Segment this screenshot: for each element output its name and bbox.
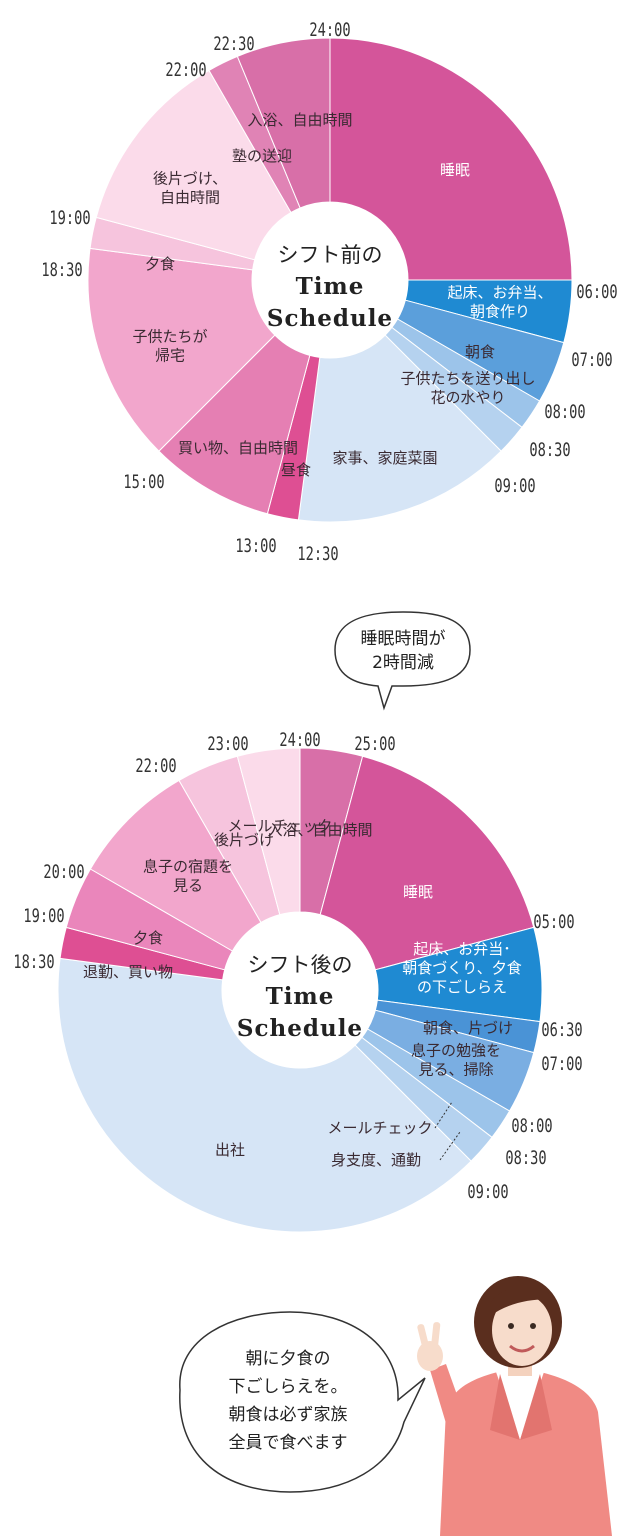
time-label: 13:00 — [235, 535, 276, 557]
comment-section: 朝に夕食の 下ごしらえを。 朝食は必ず家族 全員で食べます — [0, 1260, 630, 1536]
segment-label: 後片づけ、自由時間 — [153, 170, 227, 207]
schedule-before: 睡眠起床、お弁当、朝食作り朝食子供たちを送り出し花の水やり家事、家庭菜園昼食 買い… — [0, 0, 630, 580]
time-label: 18:30 — [41, 259, 82, 281]
time-label: 25:00 — [354, 733, 395, 755]
time-label: 24:00 — [279, 729, 320, 751]
comment-line: 朝に夕食の — [246, 1349, 331, 1369]
time-label: 07:00 — [571, 349, 612, 371]
center-word-time: Time — [296, 273, 365, 300]
segment-label: 睡眠 — [403, 883, 433, 901]
center-word-schedule: Schedule — [237, 1015, 363, 1042]
segment-label: 息子の勉強を見る、掃除 — [411, 1042, 501, 1079]
center-hole — [252, 202, 408, 358]
time-label: 06:30 — [541, 1019, 582, 1041]
speech-bubble-sleep: 睡眠時間が 2時間減 — [334, 611, 471, 711]
time-label: 15:00 — [123, 471, 164, 493]
schedule-after: 睡眠時間が 2時間減 入浴、自由時間睡眠起床、お弁当･朝食づくり、夕食の下ごしら… — [0, 600, 630, 1260]
time-label: 05:00 — [533, 911, 574, 933]
time-label: 22:00 — [165, 59, 206, 81]
time-label: 24:00 — [309, 19, 350, 41]
time-label: 08:00 — [511, 1115, 552, 1137]
segment-label: 身支度、通勤 — [331, 1151, 421, 1169]
segment-label: 塾の送迎 — [232, 147, 292, 165]
schedule-after-donut: 睡眠時間が 2時間減 入浴、自由時間睡眠起床、お弁当･朝食づくり、夕食の下ごしら… — [13, 611, 583, 1233]
bubble-line: 2時間減 — [372, 653, 434, 673]
time-label: 22:00 — [135, 755, 176, 777]
time-label: 07:00 — [541, 1053, 582, 1075]
time-label: 09:00 — [494, 475, 535, 497]
segment-label: 退勤、買い物 — [83, 963, 173, 981]
segment-label: 起床、お弁当･朝食づくり、夕食の下ごしらえ — [402, 940, 521, 996]
segment-label: 夕食 — [133, 929, 163, 947]
center-word-time: Time — [266, 983, 335, 1010]
comment-illustration: 朝に夕食の 下ごしらえを。 朝食は必ず家族 全員で食べます — [179, 1276, 612, 1536]
time-label: 08:30 — [505, 1147, 546, 1169]
center-title: シフト後の — [248, 953, 353, 977]
time-label: 20:00 — [43, 861, 84, 883]
time-label: 09:00 — [467, 1181, 508, 1203]
segment-label: 子供たちが帰宅 — [132, 328, 207, 365]
time-label: 06:00 — [576, 281, 617, 303]
segment-label: 朝食、片づけ — [423, 1019, 513, 1037]
segment-label: 朝食 — [465, 343, 495, 361]
segment-label: 息子の宿題を見る — [143, 858, 233, 895]
time-label: 12:30 — [297, 543, 338, 565]
comment-line: 下ごしらえを。 — [229, 1377, 348, 1397]
segment-label: 家事、家庭菜園 — [332, 449, 437, 467]
segment-label: メールチェック — [227, 817, 332, 835]
time-label: 08:00 — [544, 401, 585, 423]
time-label: 22:30 — [213, 33, 254, 55]
segment-label: 買い物、自由時間 — [178, 439, 298, 457]
segment-label: 子供たちを送り出し花の水やり — [400, 370, 535, 407]
segment-label: メールチェック — [327, 1119, 432, 1137]
center-word-schedule: Schedule — [267, 305, 393, 332]
segment-label: 入浴、自由時間 — [247, 111, 352, 129]
segment-label: 入浴、自由時間 — [267, 821, 372, 839]
leader-line — [439, 1131, 461, 1161]
speech-bubble-comment: 朝に夕食の 下ごしらえを。 朝食は必ず家族 全員で食べます — [179, 1311, 426, 1493]
segment-label: 昼食 — [281, 461, 311, 479]
comment-line: 朝食は必ず家族 — [229, 1405, 348, 1425]
leader-line — [434, 1101, 453, 1129]
comment-line: 全員で食べます — [229, 1433, 348, 1453]
center-title: シフト前の — [278, 243, 383, 267]
segment-label: 睡眠 — [440, 161, 470, 179]
segment-label: 後片づけ — [214, 831, 274, 849]
time-label: 08:30 — [529, 439, 570, 461]
segment-label: 起床、お弁当、朝食作り — [447, 284, 552, 321]
time-label: 19:00 — [23, 905, 64, 927]
bubble-line: 睡眠時間が — [361, 629, 446, 649]
person-photo — [417, 1276, 612, 1536]
time-label: 18:30 — [13, 951, 54, 973]
time-label: 19:00 — [49, 207, 90, 229]
center-hole — [222, 912, 378, 1068]
time-label: 23:00 — [207, 733, 248, 755]
segment-label: 出社 — [215, 1141, 245, 1159]
segment-label: 夕食 — [145, 255, 175, 273]
